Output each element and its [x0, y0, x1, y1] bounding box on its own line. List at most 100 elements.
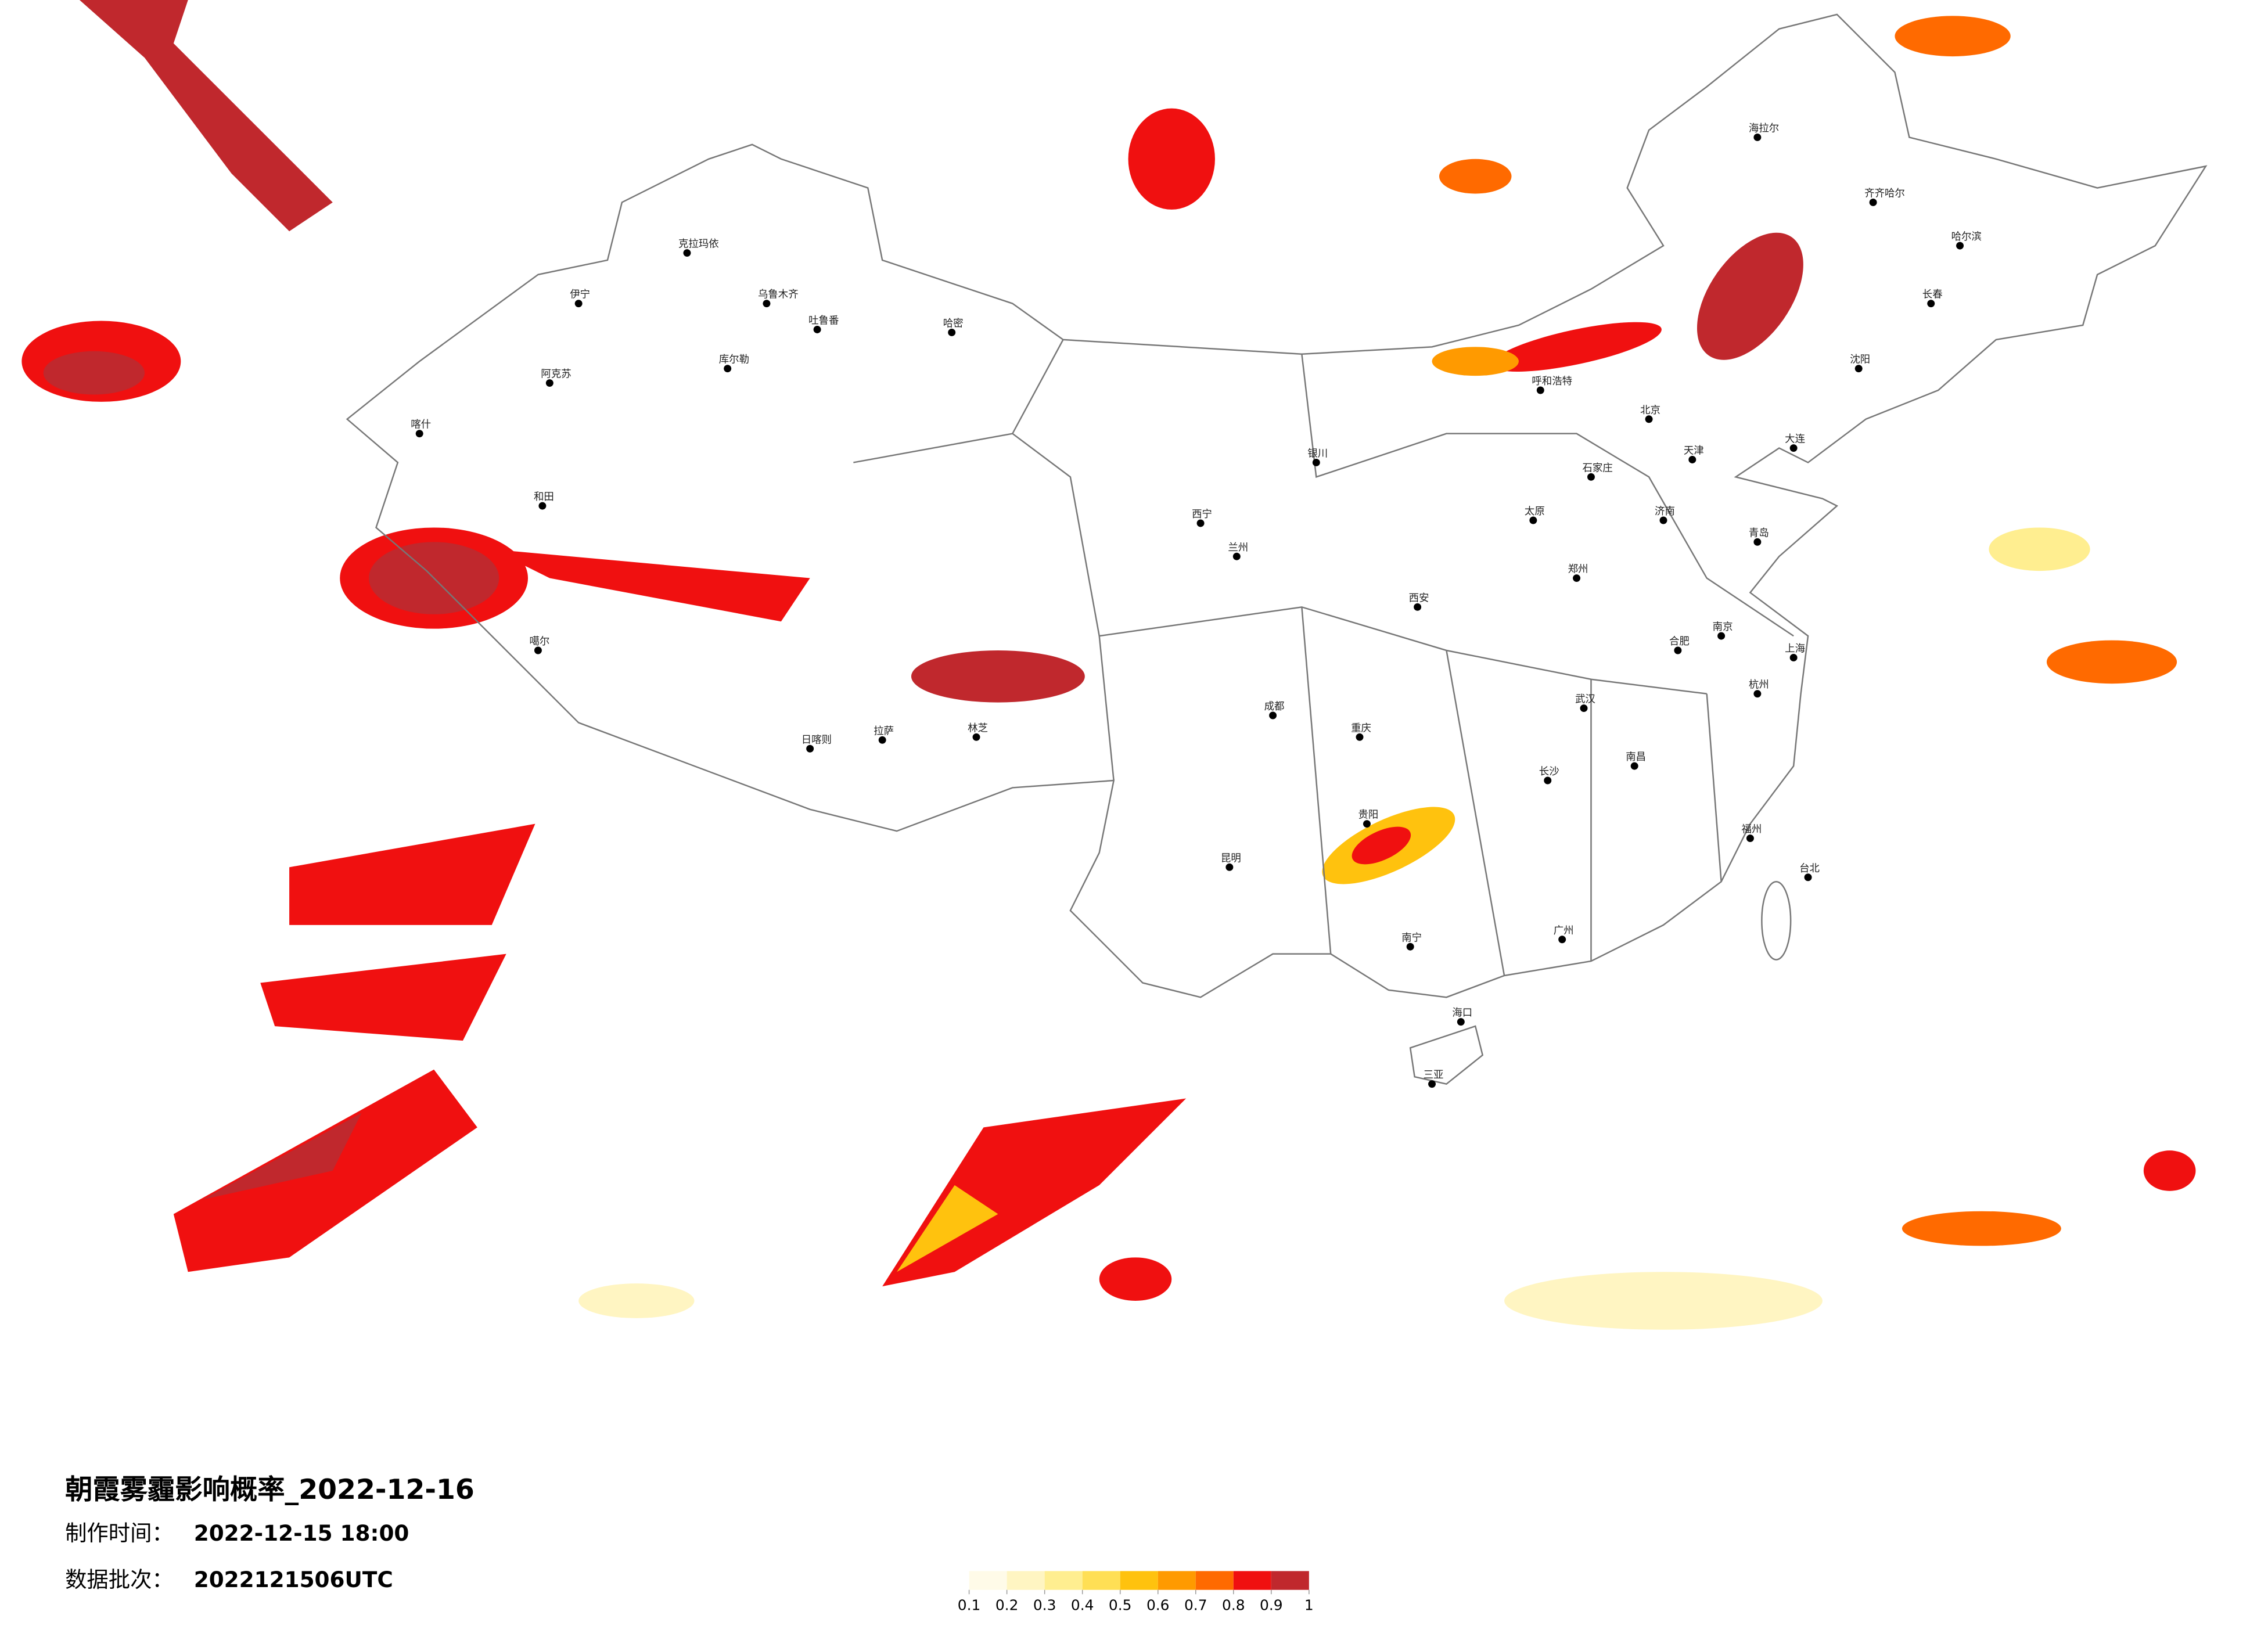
city-dot	[1630, 762, 1638, 770]
city-dot	[1854, 365, 1863, 373]
city-dot	[1558, 936, 1566, 944]
city-dot	[972, 733, 980, 741]
city-dot	[1580, 704, 1588, 713]
city-dot	[534, 646, 542, 654]
city-dot	[724, 365, 732, 373]
city-label: 长春	[1922, 289, 1943, 301]
city-dot	[1196, 519, 1205, 527]
city-label: 天津	[1684, 445, 1704, 457]
colorbar-swatch	[1120, 1571, 1158, 1590]
colorbar-tick-label: 0.1	[958, 1597, 981, 1614]
city-label: 呼和浩特	[1532, 376, 1572, 387]
city-label: 哈密	[943, 318, 964, 329]
city-dot	[1544, 776, 1552, 785]
city-dot	[1717, 632, 1726, 640]
city-label: 哈尔滨	[1951, 231, 1982, 243]
city-dot	[1753, 133, 1762, 141]
city-dot	[1356, 733, 1364, 741]
city-label: 重庆	[1351, 722, 1371, 734]
colorbar-swatch	[1044, 1571, 1083, 1590]
city-label: 上海	[1785, 643, 1805, 654]
colorbar-tick-label: 0.2	[995, 1597, 1019, 1614]
header: 朝霞雾霾影响概率_2022-12-16 制作时间： 2022-12-15 18:…	[65, 1474, 475, 1592]
city-label: 日喀则	[801, 734, 832, 746]
city-label: 兰州	[1228, 542, 1248, 553]
city-dot	[1312, 458, 1320, 466]
city-dot	[1956, 242, 1964, 250]
city-label: 郑州	[1568, 564, 1588, 575]
city-label: 福州	[1741, 824, 1762, 836]
city-dot	[415, 430, 423, 438]
colorbar-swatch	[1271, 1571, 1309, 1590]
colorbar-swatch	[1082, 1571, 1120, 1590]
city-label: 吐鲁番	[808, 315, 839, 327]
city-label: 成都	[1264, 701, 1285, 713]
city-label: 银川	[1307, 448, 1328, 459]
colorbar-tick-label: 0.6	[1146, 1597, 1170, 1614]
city-dot	[1457, 1018, 1465, 1026]
city-label: 库尔勒	[719, 354, 749, 366]
city-dot	[545, 379, 553, 387]
city-dot	[1869, 198, 1877, 206]
colorbar-tick-label: 1	[1304, 1597, 1314, 1614]
colorbar-tick-label: 0.3	[1033, 1597, 1056, 1614]
city-label: 石家庄	[1583, 462, 1613, 474]
colorbar-tick-label: 0.4	[1071, 1597, 1094, 1614]
city-label: 武汉	[1575, 694, 1595, 706]
colorbar-tick-label: 0.5	[1109, 1597, 1132, 1614]
city-label: 长沙	[1539, 766, 1559, 778]
city-label: 乌鲁木齐	[758, 289, 799, 301]
probability-field	[21, 0, 2196, 1330]
city-label: 昆明	[1221, 852, 1241, 864]
city-dot	[1674, 646, 1682, 654]
city-dot	[763, 300, 771, 308]
city-label: 和田	[534, 491, 554, 503]
batch-label: 数据批次：	[65, 1567, 174, 1592]
city-dot	[1406, 942, 1414, 951]
city-label: 合肥	[1669, 636, 1690, 647]
boundaries	[346, 13, 2208, 1085]
city-label: 沈阳	[1850, 354, 1870, 366]
city-label: 南昌	[1626, 751, 1646, 763]
city-label: 西安	[1409, 592, 1429, 604]
city-dot	[1659, 516, 1667, 524]
city-label: 三亚	[1424, 1070, 1444, 1081]
city-label: 阿克苏	[541, 369, 571, 380]
city-dot	[1363, 820, 1371, 828]
city-dot	[1688, 455, 1696, 463]
city-label: 海拉尔	[1749, 123, 1779, 134]
colorbar-tick-label: 0.7	[1184, 1597, 1207, 1614]
city-label: 喀什	[411, 419, 431, 431]
city-label: 杭州	[1749, 679, 1769, 691]
city-dot	[1414, 603, 1422, 611]
colorbar-swatch	[1007, 1571, 1045, 1590]
city-label: 拉萨	[874, 725, 894, 737]
city-dot	[1587, 473, 1595, 481]
city-dot	[1269, 711, 1277, 720]
city-dot	[1573, 574, 1581, 582]
city-dot	[1789, 444, 1798, 452]
city-dot	[1753, 538, 1762, 546]
city-dot	[1804, 873, 1812, 882]
city-dot	[1927, 300, 1935, 308]
colorbar-swatch	[1158, 1571, 1196, 1590]
city-dot	[1529, 516, 1537, 524]
city-dot	[1753, 690, 1762, 698]
city-dot	[1428, 1080, 1436, 1088]
city-label: 克拉玛依	[678, 239, 719, 250]
city-dot	[574, 300, 583, 308]
city-dot	[878, 736, 886, 744]
city-label: 济南	[1655, 506, 1675, 517]
city-label: 大连	[1785, 434, 1805, 445]
batch: 2022121506UTC	[194, 1567, 393, 1592]
city-label: 南京	[1713, 621, 1733, 633]
colorbar-swatch	[969, 1571, 1007, 1590]
colorbar-swatch	[1195, 1571, 1234, 1590]
city-label: 太原	[1525, 506, 1545, 517]
city-label: 西宁	[1192, 509, 1212, 520]
city-dot	[813, 325, 821, 333]
colorbar-tick-label: 0.9	[1260, 1597, 1283, 1614]
city-dot	[1536, 386, 1544, 394]
